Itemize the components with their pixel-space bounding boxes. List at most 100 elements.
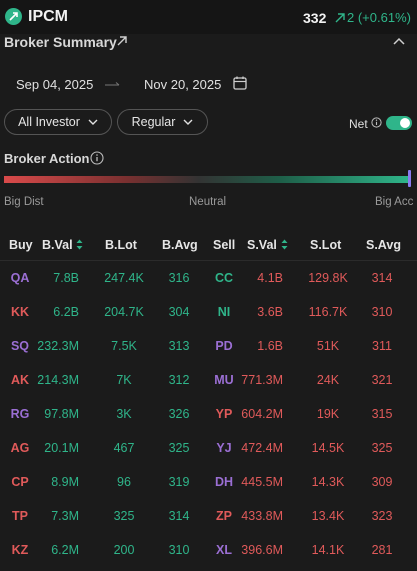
cell-blot: 3K: [116, 407, 132, 421]
broker-action-marker: [408, 170, 411, 187]
broker-action-gradient: [4, 176, 409, 183]
cell-buy[interactable]: SQ: [10, 339, 30, 353]
cell-slot: 129.8K: [308, 271, 348, 285]
cell-buy[interactable]: KK: [10, 305, 30, 319]
cell-buy[interactable]: AG: [10, 441, 30, 455]
external-link-icon[interactable]: [116, 35, 128, 47]
cell-sell[interactable]: YP: [215, 407, 233, 421]
net-toggle[interactable]: [386, 116, 412, 130]
info-icon[interactable]: [90, 151, 104, 165]
table-row[interactable]: CP 8.9M 96 319 DH 445.5M 14.3K 309: [0, 469, 417, 503]
last-price: 332: [303, 10, 327, 26]
cell-savg: 281: [371, 543, 393, 557]
cell-sell[interactable]: MU: [214, 373, 234, 387]
cell-slot: 116.7K: [308, 305, 348, 319]
cell-blot: 96: [117, 475, 131, 489]
neutral-label: Neutral: [189, 196, 227, 208]
arrow-up-right-icon: [335, 12, 345, 22]
cell-bavg: 312: [168, 373, 190, 387]
table-row[interactable]: AK 214.3M 7K 312 MU 771.3M 24K 321: [0, 367, 417, 401]
col-sval[interactable]: S.Val: [247, 238, 277, 252]
cell-savg: 311: [372, 339, 392, 353]
table-row[interactable]: SQ 232.3M 7.5K 313 PD 1.6B 51K 311: [0, 333, 417, 367]
cell-bavg: 325: [168, 441, 190, 455]
cell-sell[interactable]: DH: [214, 475, 234, 489]
chevron-down-icon: [88, 119, 98, 125]
cell-sell[interactable]: CC: [214, 271, 234, 285]
cell-bval: 214.3M: [37, 373, 79, 387]
col-bavg: B.Avg: [162, 238, 198, 252]
cell-buy[interactable]: RG: [10, 407, 30, 421]
table-row[interactable]: AG 20.1M 467 325 YJ 472.4M 14.5K 325: [0, 435, 417, 469]
col-sell: Sell: [213, 238, 236, 252]
cell-blot: 467: [113, 441, 135, 455]
ticker-symbol: IPCM: [28, 8, 68, 25]
col-savg: S.Avg: [366, 238, 401, 252]
cell-slot: 14.5K: [311, 441, 345, 455]
cell-bavg: 313: [168, 339, 190, 353]
table-row[interactable]: QA 7.8B 247.4K 316 CC 4.1B 129.8K 314: [0, 265, 417, 299]
end-date[interactable]: Nov 20, 2025: [144, 77, 222, 92]
cell-blot: 325: [113, 509, 135, 523]
cell-buy[interactable]: TP: [12, 509, 28, 523]
cell-bval: 20.1M: [44, 441, 79, 455]
market-filter-label: Regular: [131, 115, 176, 129]
cell-slot: 24K: [316, 373, 340, 387]
cell-blot: 204.7K: [104, 305, 144, 319]
cell-savg: 323: [371, 509, 393, 523]
cell-sval: 604.2M: [241, 407, 283, 421]
section-title: Broker Summary: [4, 34, 117, 50]
investor-filter-label: All Investor: [18, 115, 80, 129]
table-row[interactable]: KZ 6.2M 200 310 XL 396.6M 14.1K 281: [0, 537, 417, 571]
chevron-up-icon[interactable]: [393, 36, 405, 46]
table-row[interactable]: RG 97.8M 3K 326 YP 604.2M 19K 315: [0, 401, 417, 435]
cell-bval: 7.3M: [51, 509, 79, 523]
price-change: 2 (+0.61%): [335, 10, 411, 25]
cell-savg: 309: [371, 475, 393, 489]
chevron-down-icon: [183, 119, 193, 125]
market-filter-dropdown[interactable]: Regular: [117, 109, 208, 135]
cell-savg: 325: [371, 441, 393, 455]
col-bval[interactable]: B.Val: [42, 238, 73, 252]
sort-icon[interactable]: [281, 239, 288, 250]
cell-sell[interactable]: ZP: [216, 509, 232, 523]
cell-slot: 19K: [316, 407, 340, 421]
toggle-knob: [400, 118, 410, 128]
cell-slot: 13.4K: [311, 509, 345, 523]
cell-blot: 7.5K: [111, 339, 137, 353]
broker-action-title: Broker Action: [4, 151, 90, 166]
stock-logo: [5, 8, 22, 25]
cell-sell[interactable]: YJ: [216, 441, 232, 455]
sort-icon[interactable]: [76, 239, 83, 250]
cell-slot: 14.1K: [311, 543, 345, 557]
cell-bavg: 314: [168, 509, 190, 523]
cell-sval: 396.6M: [241, 543, 283, 557]
start-date[interactable]: Sep 04, 2025: [16, 77, 94, 92]
cell-bval: 6.2M: [51, 543, 79, 557]
investor-filter-dropdown[interactable]: All Investor: [4, 109, 112, 135]
cell-sval: 433.8M: [241, 509, 283, 523]
cell-sval: 1.6B: [257, 339, 283, 353]
calendar-icon[interactable]: [232, 75, 248, 91]
cell-sell[interactable]: NI: [217, 305, 231, 319]
cell-blot: 200: [113, 543, 135, 557]
cell-slot: 51K: [316, 339, 340, 353]
info-icon[interactable]: [371, 117, 382, 128]
cell-bavg: 319: [168, 475, 190, 489]
net-label: Net: [349, 117, 368, 131]
cell-sval: 3.6B: [257, 305, 283, 319]
cell-savg: 310: [371, 305, 393, 319]
cell-bval: 7.8B: [53, 271, 79, 285]
table-row[interactable]: KK 6.2B 204.7K 304 NI 3.6B 116.7K 310: [0, 299, 417, 333]
col-blot: B.Lot: [105, 238, 137, 252]
cell-buy[interactable]: QA: [10, 271, 30, 285]
cell-sval: 771.3M: [241, 373, 283, 387]
cell-buy[interactable]: CP: [11, 475, 29, 489]
cell-bavg: 326: [168, 407, 190, 421]
cell-buy[interactable]: AK: [10, 373, 30, 387]
cell-sell[interactable]: PD: [215, 339, 233, 353]
cell-bval: 8.9M: [51, 475, 79, 489]
col-slot: S.Lot: [310, 238, 342, 252]
table-row[interactable]: TP 7.3M 325 314 ZP 433.8M 13.4K 323: [0, 503, 417, 537]
cell-bavg: 304: [168, 305, 190, 319]
